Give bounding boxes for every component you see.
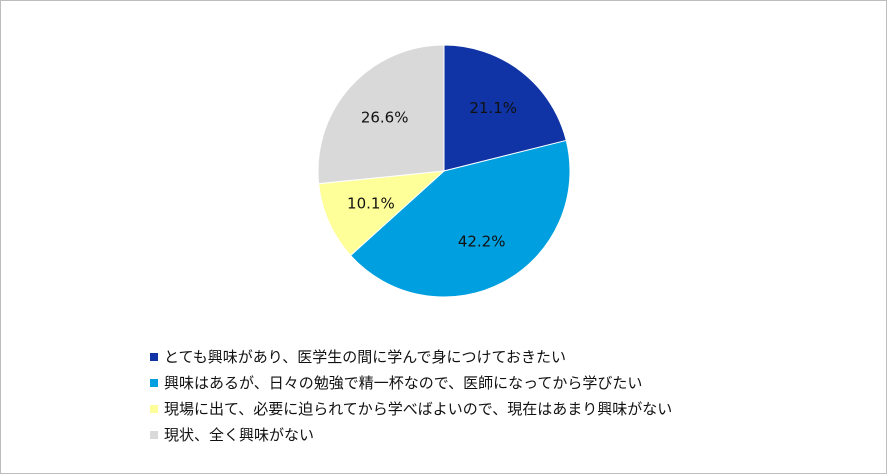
legend-item-not-very-interested: 現場に出て、必要に迫られてから学べばよいので、現在はあまり興味がない — [150, 396, 672, 422]
legend-label-very-interested: とても興味があり、医学生の間に学んで身につけておきたい — [164, 348, 567, 366]
legend-item-very-interested: とても興味があり、医学生の間に学んで身につけておきたい — [150, 344, 672, 370]
legend: とても興味があり、医学生の間に学んで身につけておきたい 興味はあるが、日々の勉強… — [150, 344, 672, 448]
pie-label-not-interested: 26.6% — [361, 108, 409, 126]
pie-label-very-interested: 21.1% — [469, 99, 517, 117]
pie-slice-not-interested — [317, 44, 445, 185]
legend-label-not-interested: 現状、全く興味がない — [164, 426, 315, 444]
legend-swatch-interested-later — [150, 379, 158, 387]
legend-label-not-very-interested: 現場に出て、必要に迫られてから学べばよいので、現在はあまり興味がない — [164, 400, 673, 418]
pie-slice-very-interested — [443, 44, 567, 172]
legend-item-interested-later: 興味はあるが、日々の勉強で精一杯なので、医師になってから学びたい — [150, 370, 672, 396]
legend-swatch-not-very-interested — [150, 405, 158, 413]
pie-slice-not-very-interested — [318, 170, 446, 257]
legend-label-interested-later: 興味はあるが、日々の勉強で精一杯なので、医師になってから学びたい — [164, 374, 643, 392]
legend-swatch-not-interested — [150, 431, 158, 439]
legend-swatch-very-interested — [150, 353, 158, 361]
pie-slice-interested-later — [349, 139, 571, 298]
legend-item-not-interested: 現状、全く興味がない — [150, 422, 672, 448]
pie-label-interested-later: 42.2% — [458, 233, 506, 251]
pie-label-not-very-interested: 10.1% — [347, 194, 395, 212]
